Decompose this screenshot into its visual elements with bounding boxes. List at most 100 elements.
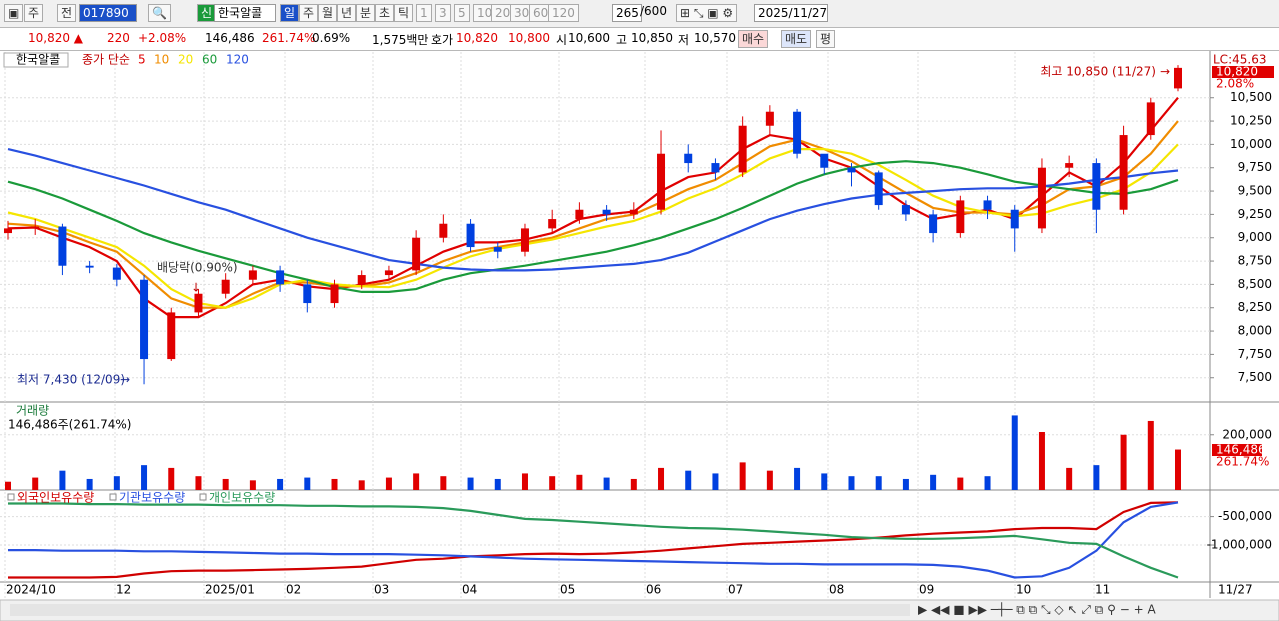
date-input[interactable]: 2025/11/27 bbox=[754, 4, 828, 22]
multiplier-button[interactable]: 20 bbox=[491, 4, 515, 22]
pane-title: 거래량 bbox=[16, 404, 49, 418]
legend-entry: 60 bbox=[202, 53, 217, 67]
candle-body bbox=[629, 209, 638, 215]
candle-body bbox=[684, 153, 693, 164]
volume-bar bbox=[113, 476, 120, 490]
volume-bar bbox=[331, 478, 338, 490]
scrollbar[interactable] bbox=[0, 599, 1279, 621]
volume-bar bbox=[358, 480, 365, 490]
pane-subtitle: 146,486주(261.74%) bbox=[8, 418, 131, 432]
candle-body bbox=[847, 167, 856, 173]
unit-button[interactable]: 일 bbox=[280, 4, 300, 22]
y-tick-label: -500,000 bbox=[1218, 509, 1272, 523]
legend-entry: 120 bbox=[226, 53, 249, 67]
count[interactable]: 265 bbox=[612, 4, 642, 22]
candle-body bbox=[793, 111, 802, 154]
high-label: 고 bbox=[616, 33, 628, 47]
legend-entry: 10 bbox=[154, 53, 169, 67]
period-mode[interactable]: 주 bbox=[24, 4, 44, 22]
unit-button[interactable]: 분 bbox=[356, 4, 376, 22]
tool-icons[interactable]: ⊞ ⤡ ▣ ⚙ bbox=[676, 4, 738, 22]
x-tick-label: 06 bbox=[646, 583, 661, 597]
volume-bar bbox=[1147, 420, 1154, 490]
scroll-track[interactable] bbox=[10, 604, 910, 616]
candle-body bbox=[1092, 163, 1101, 210]
candle-body bbox=[983, 200, 992, 210]
candle-body bbox=[439, 223, 448, 238]
volume-bar bbox=[1175, 449, 1181, 490]
candle-body bbox=[602, 209, 611, 215]
candle-body bbox=[412, 237, 421, 271]
candle-body bbox=[956, 200, 965, 234]
unit-button[interactable]: 년 bbox=[337, 4, 357, 22]
volume-bar bbox=[168, 467, 175, 490]
multiplier-button[interactable]: 1 bbox=[416, 4, 432, 22]
volume-bar bbox=[521, 473, 528, 490]
legend-swatch bbox=[7, 493, 15, 501]
avg-button[interactable]: 평 bbox=[816, 30, 836, 48]
right-label: LC:45.63 bbox=[1213, 53, 1266, 67]
buy-button[interactable]: 매수 bbox=[738, 30, 769, 48]
multiplier-button[interactable]: 5 bbox=[454, 4, 470, 22]
stock-name: 한국알콜 bbox=[214, 4, 276, 22]
volume-bar bbox=[249, 480, 256, 490]
candle-body bbox=[167, 312, 176, 360]
low: 10,570 bbox=[694, 31, 736, 45]
volume-bar bbox=[277, 478, 284, 490]
unit-button[interactable]: 초 bbox=[375, 4, 395, 22]
x-tick-label: 05 bbox=[560, 583, 575, 597]
candle-body bbox=[520, 228, 529, 252]
y-tick-label: 9,750 bbox=[1238, 160, 1272, 174]
volume: 146,486 bbox=[205, 31, 255, 45]
high: 10,850 bbox=[631, 31, 673, 45]
annotation-arrow: ↓ bbox=[191, 281, 201, 295]
volume-bar bbox=[1093, 465, 1100, 490]
x-tick-label: 03 bbox=[374, 583, 389, 597]
volume-bar bbox=[576, 474, 583, 490]
menu-icon[interactable]: ▣ bbox=[4, 4, 24, 22]
search-icon[interactable]: 🔍 bbox=[148, 4, 171, 22]
low-label: 저 bbox=[678, 33, 690, 47]
volume-bar bbox=[603, 477, 610, 490]
legend-entry: 기관보유수량 bbox=[119, 491, 185, 505]
y-tick-label: 10,000 bbox=[1230, 137, 1272, 151]
ma-line bbox=[7, 160, 1179, 293]
holding-line bbox=[8, 501, 1179, 579]
candle-body bbox=[765, 111, 774, 126]
y-tick-label: 8,000 bbox=[1238, 324, 1272, 338]
candle-body bbox=[738, 125, 747, 173]
unit-button[interactable]: 주 bbox=[299, 4, 319, 22]
multiplier-button[interactable]: 60 bbox=[529, 4, 553, 22]
annotation: 배당락(0.90%) bbox=[157, 261, 238, 275]
volume-bar bbox=[494, 478, 501, 490]
volume-ratio: 261.74% bbox=[262, 31, 316, 45]
chart-bg bbox=[0, 51, 1279, 621]
volume-bar bbox=[712, 473, 719, 490]
multiplier-button[interactable]: 30 bbox=[510, 4, 534, 22]
candle-body bbox=[901, 205, 910, 215]
prev-button[interactable]: 전 bbox=[57, 4, 77, 22]
candle-body bbox=[248, 270, 257, 280]
candle-body bbox=[58, 226, 67, 266]
right-label: 261.74% bbox=[1216, 455, 1269, 469]
scroll-controls[interactable]: ▶ ◀◀ ■ ▶▶ ─┼─ ⧉ ⧉ ⤡ ◇ ↖ ⤢ ⧉ ⚲ − + A bbox=[918, 602, 1156, 617]
sell-button[interactable]: 매도 bbox=[781, 30, 812, 48]
multiplier-button[interactable]: 3 bbox=[435, 4, 451, 22]
candle-body bbox=[711, 163, 720, 173]
candle-body bbox=[575, 209, 584, 220]
legend-swatch bbox=[109, 493, 117, 501]
legend-entry: 5 bbox=[138, 53, 146, 67]
x-tick-label: 2025/01 bbox=[205, 583, 255, 597]
y-tick-label: 9,500 bbox=[1238, 184, 1272, 198]
code-input[interactable]: 017890 bbox=[79, 4, 137, 22]
multiplier-button[interactable]: 120 bbox=[548, 4, 579, 22]
unit-button[interactable]: 틱 bbox=[394, 4, 414, 22]
legend-box bbox=[3, 52, 69, 68]
unit-button[interactable]: 월 bbox=[318, 4, 338, 22]
y-tick-label: 8,750 bbox=[1238, 254, 1272, 268]
volume-bar bbox=[739, 462, 746, 490]
candle-body bbox=[357, 275, 366, 285]
annotation-arrow: → bbox=[1160, 65, 1170, 79]
volume-bar bbox=[32, 477, 39, 490]
